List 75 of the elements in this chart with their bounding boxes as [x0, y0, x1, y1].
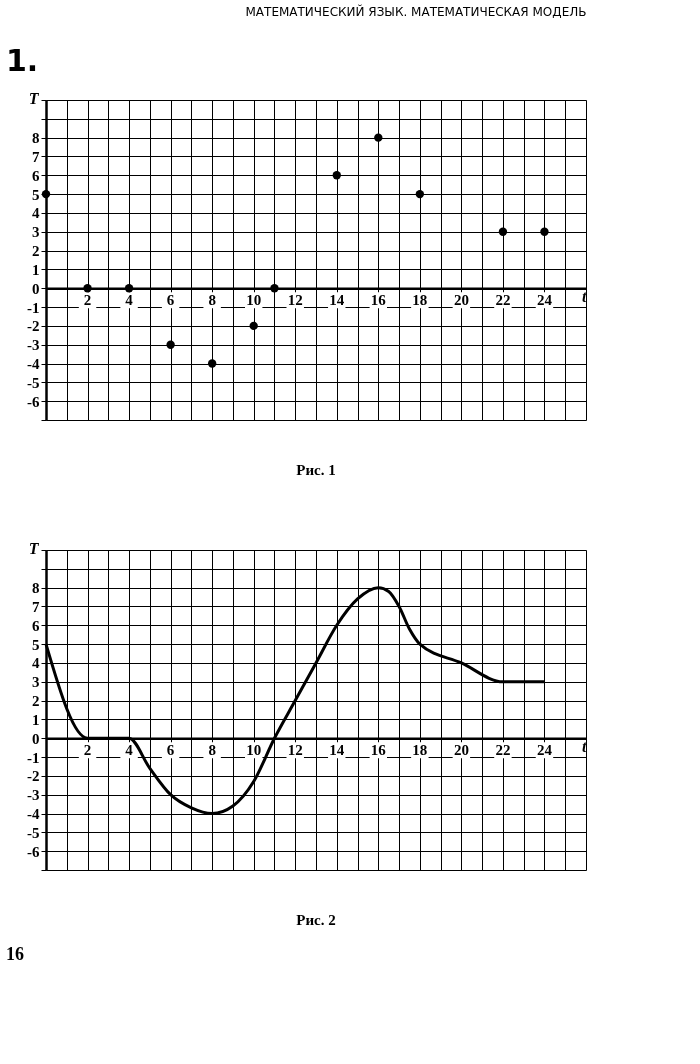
y-tick-label: 1 — [32, 261, 40, 278]
x-tick-label: 12 — [287, 742, 303, 759]
x-tick-label: 2 — [83, 742, 92, 759]
point — [332, 171, 341, 180]
y-tick-label: 0 — [32, 280, 40, 297]
x-axis-title: t — [582, 737, 588, 755]
chart-title: МАТЕМАТИЧЕСКИЙ ЯЗЫК. МАТЕМАТИЧЕСКАЯ МОДЕЛЬ — [245, 4, 587, 19]
text: Рис. 1 — [296, 462, 336, 478]
x-tick-label: 4 — [125, 742, 134, 759]
x-tick-label: 24 — [536, 292, 553, 309]
x-axis-title: t — [582, 287, 588, 305]
point — [270, 284, 279, 293]
x-tick-label: 22 — [495, 742, 511, 759]
point — [124, 284, 134, 293]
y-tick-label: 7 — [32, 598, 40, 615]
x-tick-label: 14 — [329, 292, 345, 309]
y-tick-label: 8 — [32, 130, 40, 147]
x-tick-label: 8 — [208, 292, 216, 309]
x-tick-label: 18 — [412, 292, 428, 309]
text: Рис. 2 — [296, 912, 336, 928]
y-tick-label: -6 — [27, 843, 40, 860]
y-tick-label: -2 — [27, 318, 40, 335]
x-tick-label: 20 — [453, 742, 469, 759]
y-tick-label: 6 — [32, 617, 40, 634]
y-tick-label: 8 — [32, 580, 40, 597]
x-tick-label: 24 — [536, 742, 553, 759]
y-tick-label: -3 — [27, 787, 40, 804]
y-tick-label: 3 — [32, 224, 40, 241]
x-tick-label: 12 — [287, 292, 303, 309]
x-tick-label: 18 — [412, 742, 428, 759]
y-tick-label: -4 — [27, 356, 40, 373]
x-tick-label: 10 — [246, 292, 262, 309]
y-tick-label: 2 — [32, 693, 40, 710]
x-tick-label: 20 — [453, 292, 469, 309]
x-tick-label: 6 — [166, 292, 175, 309]
y-tick-label: 6 — [32, 167, 40, 184]
point — [83, 284, 92, 293]
x-tick-label: 22 — [495, 292, 511, 309]
y-tick-label: -5 — [27, 374, 40, 391]
x-tick-label: 16 — [370, 292, 387, 309]
y-tick-label: 5 — [32, 186, 40, 203]
y-tick-label: -6 — [27, 393, 40, 410]
point — [207, 359, 217, 368]
y-tick-label: 0 — [32, 730, 40, 747]
x-tick-label: 6 — [166, 742, 175, 759]
y-tick-label: 5 — [32, 636, 40, 653]
point — [374, 133, 383, 142]
y-tick-label: -4 — [27, 806, 40, 823]
y-tick-label: 1 — [32, 711, 40, 728]
y-tick-label: -1 — [27, 749, 40, 766]
text: 16 — [6, 944, 24, 964]
y-tick-label: 2 — [32, 243, 40, 260]
text: 1. — [6, 43, 39, 78]
x-tick-label: 14 — [329, 742, 345, 759]
y-tick-label: 7 — [32, 148, 40, 165]
x-tick-label: 10 — [246, 742, 262, 759]
point — [415, 189, 425, 199]
y-tick-label: 4 — [32, 205, 40, 222]
x-tick-label: 4 — [125, 292, 134, 309]
y-tick-label: -5 — [27, 824, 40, 841]
y-tick-label: -1 — [27, 299, 40, 316]
x-tick-label: 8 — [208, 742, 216, 759]
point — [166, 340, 175, 349]
y-tick-label: 4 — [32, 655, 40, 672]
y-tick-label: -2 — [27, 768, 40, 785]
x-tick-label: 2 — [83, 292, 92, 309]
x-tick-label: 16 — [370, 742, 387, 759]
y-axis-title: T — [28, 539, 40, 557]
point — [249, 321, 258, 331]
point — [540, 227, 549, 236]
point — [41, 189, 51, 199]
y-axis-title: T — [28, 89, 40, 107]
y-tick-label: -3 — [27, 337, 40, 354]
point — [498, 227, 508, 236]
y-tick-label: 3 — [32, 674, 40, 691]
